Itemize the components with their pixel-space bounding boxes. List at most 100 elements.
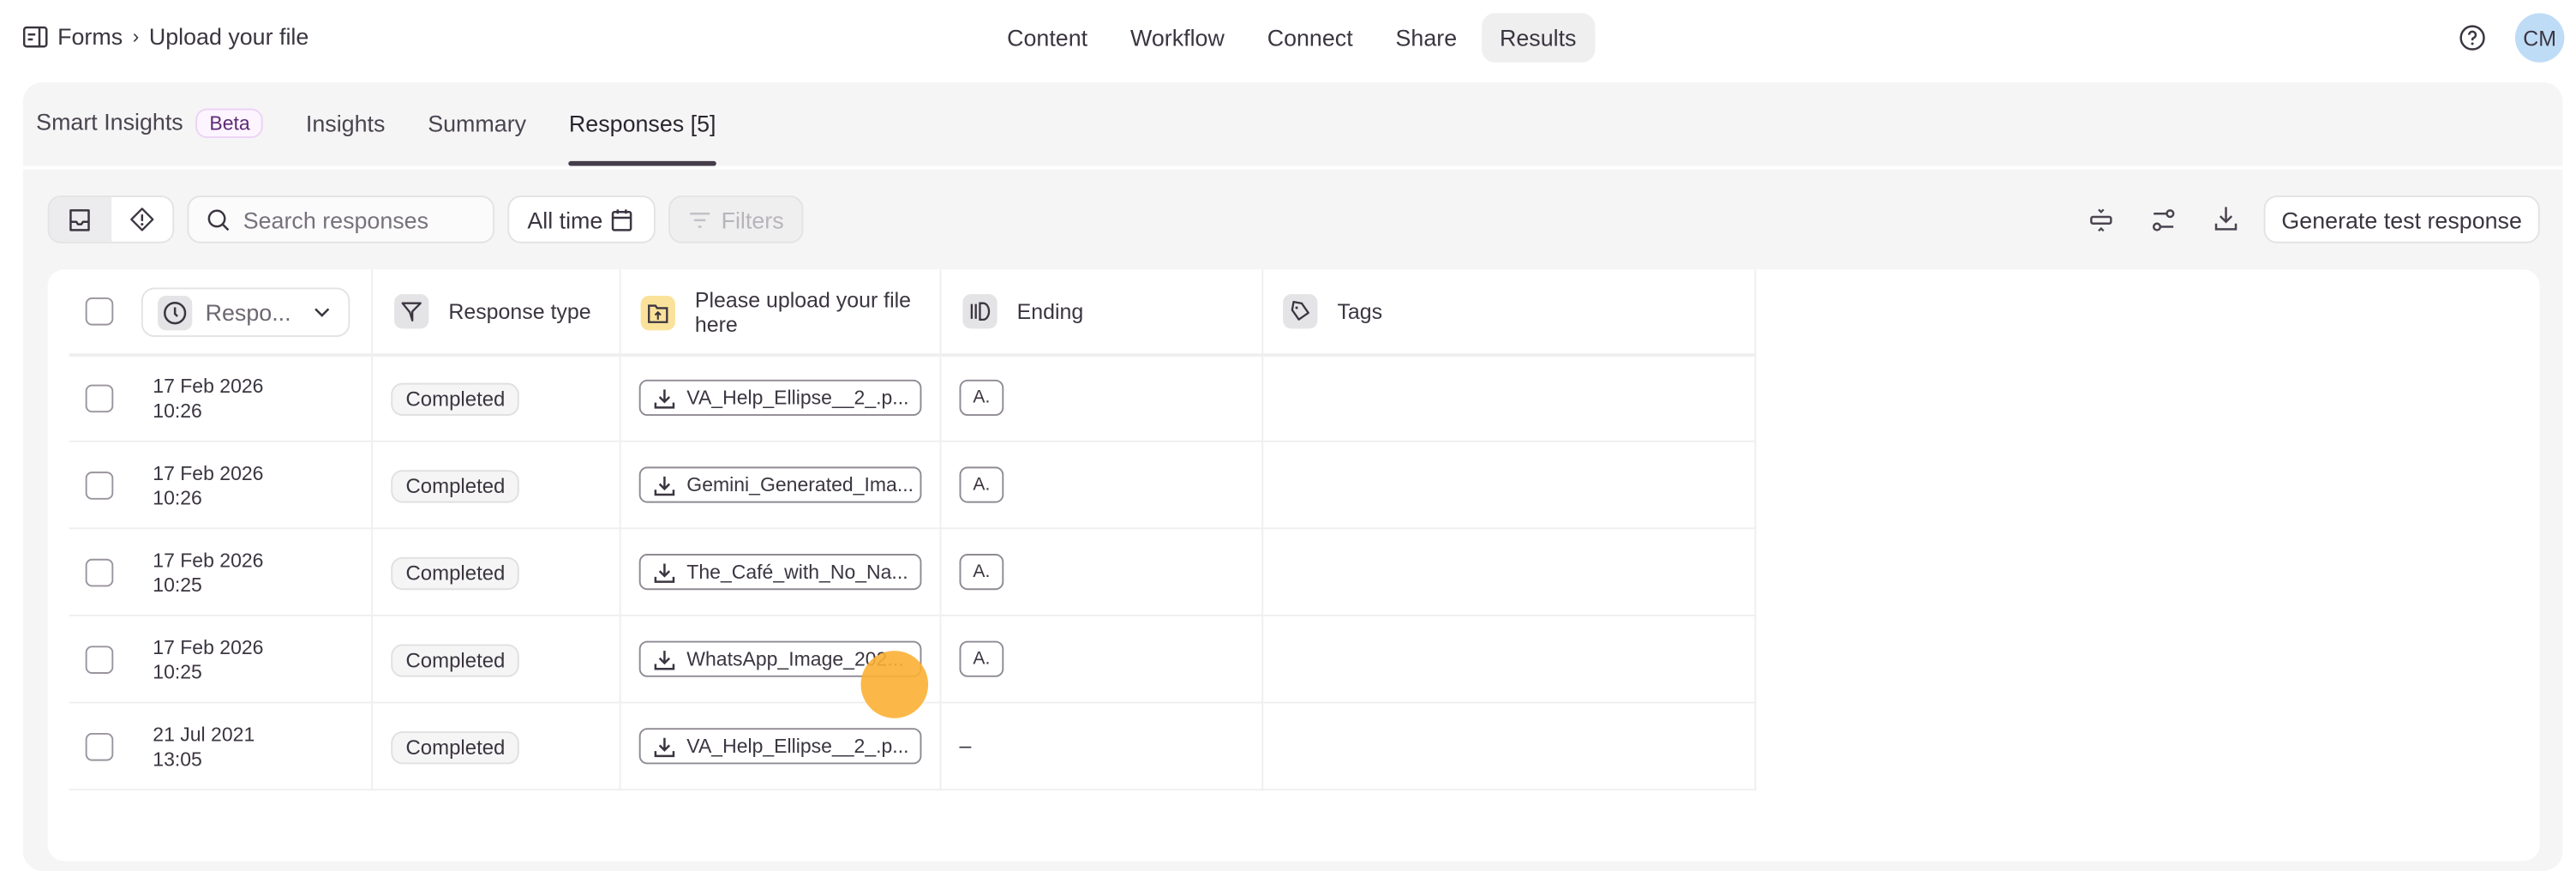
file-download-button[interactable]: VA_Help_Ellipse__2_.p... (638, 728, 922, 765)
column-label: Response type (448, 298, 591, 324)
file-name: Gemini_Generated_Ima... (686, 473, 914, 496)
ending-icon (962, 294, 997, 329)
row-checkbox[interactable] (85, 472, 114, 500)
file-name: VA_Help_Ellipse__2_.p... (686, 734, 909, 758)
nav-share[interactable]: Share (1395, 24, 1458, 51)
nav-content[interactable]: Content (1007, 24, 1088, 51)
submitted-at: 17 Feb 2026 10:25 (153, 636, 263, 686)
help-icon[interactable] (2459, 25, 2486, 51)
date-filter-button[interactable]: All time (507, 195, 656, 243)
search-placeholder: Search responses (243, 206, 429, 233)
submitted-at: 17 Feb 2026 10:26 (153, 462, 263, 512)
filters-button[interactable]: Filters (668, 195, 804, 243)
download-icon (654, 736, 675, 757)
column-ending[interactable]: Ending (962, 294, 1084, 329)
ending-cell: A. (959, 466, 1004, 503)
row-height-icon[interactable] (2088, 207, 2115, 234)
select-all-checkbox[interactable] (85, 297, 114, 326)
file-cell: The_Café_with_No_Na... (638, 554, 922, 591)
beta-badge: Beta (196, 108, 264, 139)
download-icon (654, 474, 675, 496)
ending-cell: – (960, 728, 972, 762)
nav-workflow[interactable]: Workflow (1129, 24, 1225, 51)
submitted-date: 21 Jul 2021 (153, 723, 255, 747)
form-icon (22, 25, 48, 47)
ending-cell: A. (959, 554, 1004, 591)
submitted-at: 17 Feb 2026 10:25 (153, 549, 263, 598)
nav-connect[interactable]: Connect (1267, 24, 1353, 51)
tab-insights[interactable]: Insights (305, 110, 386, 137)
row-checkbox[interactable] (85, 646, 114, 674)
clock-icon (158, 295, 193, 330)
avatar[interactable]: CM (2514, 13, 2565, 63)
send-icon (394, 294, 429, 329)
column-respondent: Respo... (205, 298, 291, 326)
submitted-date: 17 Feb 2026 (153, 375, 264, 398)
column-label: Tags (1337, 298, 1383, 324)
ending-badge[interactable]: A. (959, 379, 1004, 417)
file-upload-icon (640, 296, 675, 331)
avatar-initials: CM (2523, 25, 2557, 51)
ending-badge[interactable]: A. (959, 640, 1004, 677)
breadcrumb-current: Upload your file (148, 22, 309, 50)
file-download-button[interactable]: Gemini_Generated_Ima... (638, 466, 922, 503)
filter-icon (688, 209, 711, 229)
ending-badge[interactable]: A. (959, 466, 1004, 503)
submitted-time: 10:25 (153, 574, 202, 597)
chevron-right-icon: › (132, 24, 140, 48)
inbox-view-button[interactable] (49, 197, 111, 242)
ending-badge[interactable]: A. (959, 554, 1004, 591)
download-icon[interactable] (2213, 206, 2239, 232)
column-tags[interactable]: Tags (1283, 294, 1383, 329)
date-filter-label: All time (527, 206, 603, 233)
submitted-date: 17 Feb 2026 (153, 635, 264, 659)
submitted-time: 10:26 (153, 399, 202, 423)
submitted-time: 10:25 (153, 660, 202, 684)
response-type-cell: Completed (391, 556, 520, 591)
tab-smart-insights[interactable]: Smart Insights Beta (36, 108, 264, 139)
tab-summary[interactable]: Summary (428, 110, 527, 137)
cursor-indicator (860, 651, 929, 718)
filters-label: Filters (721, 206, 784, 233)
breadcrumb: Forms › Upload your file (22, 22, 309, 50)
breadcrumb-forms[interactable]: Forms (57, 22, 123, 50)
submitted-date: 17 Feb 2026 (153, 549, 264, 573)
file-name: The_Café_with_No_Na... (686, 560, 908, 584)
calendar-icon (611, 208, 632, 231)
inbox-icon (68, 208, 93, 231)
ending-empty: – (959, 732, 972, 758)
status-badge: Completed (391, 731, 520, 765)
submitted-time: 13:05 (153, 748, 202, 772)
column-label: Ending (1016, 298, 1084, 324)
search-icon (207, 208, 231, 231)
status-badge: Completed (391, 470, 520, 503)
row-checkbox[interactable] (85, 558, 114, 587)
submitted-time: 10:26 (153, 486, 202, 510)
file-cell: VA_Help_Ellipse__2_.p... (638, 728, 922, 765)
response-type-cell: Completed (391, 644, 520, 677)
results-tabs: Smart Insights Beta Insights Summary Resp… (36, 108, 716, 166)
ending-cell: A. (959, 379, 1004, 417)
flagged-view-button[interactable] (111, 197, 173, 242)
file-download-button[interactable]: The_Café_with_No_Na... (638, 554, 922, 591)
tabs-divider (22, 165, 2563, 170)
file-download-button[interactable]: VA_Help_Ellipse__2_.p... (638, 379, 922, 417)
row-checkbox[interactable] (85, 732, 114, 761)
row-checkbox[interactable] (85, 384, 114, 413)
generate-test-response-button[interactable]: Generate test response (2263, 195, 2540, 243)
submitted-at: 17 Feb 2026 10:26 (153, 375, 263, 424)
download-icon (654, 387, 675, 408)
search-input[interactable]: Search responses (187, 195, 495, 243)
status-badge: Completed (391, 644, 520, 677)
status-badge: Completed (391, 382, 520, 417)
column-upload[interactable]: Please upload your file here (640, 287, 928, 337)
tab-label: Smart Insights (36, 108, 183, 135)
chevron-down-icon (314, 307, 330, 317)
respondent-column-dropdown[interactable]: Respo... (141, 287, 350, 337)
response-type-cell: Completed (391, 470, 520, 503)
settings-sliders-icon[interactable] (2150, 207, 2177, 234)
nav-results[interactable]: Results (1481, 13, 1595, 63)
file-name: VA_Help_Ellipse__2_.p... (686, 386, 909, 410)
tab-responses[interactable]: Responses [5] (568, 110, 716, 166)
column-response-type[interactable]: Response type (394, 294, 591, 329)
